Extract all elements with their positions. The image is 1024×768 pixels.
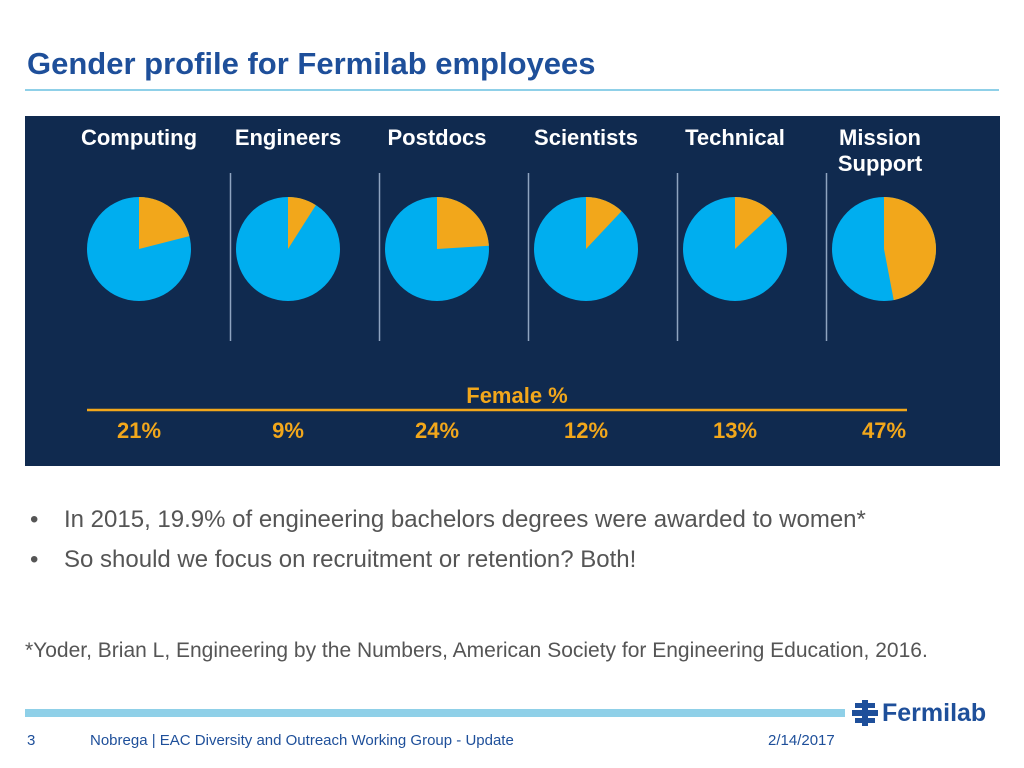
citation: *Yoder, Brian L, Engineering by the Numb… [25, 639, 928, 662]
bullet-text: So should we focus on recruitment or ret… [64, 546, 637, 573]
category-label: Scientists [534, 125, 638, 150]
female-percentage-label: 21% [117, 418, 161, 443]
pie-female-slice [735, 197, 773, 249]
bullet-list: • In 2015, 19.9% of engineering bachelor… [30, 500, 866, 580]
pie-chart: Computing 21% Engineers 9% Postdocs 24% Scient… [81, 125, 937, 443]
footer-date: 2/14/2017 [768, 732, 835, 749]
page-number: 3 [27, 732, 36, 749]
pie-female-slice [586, 197, 622, 249]
category-label: Mission [839, 125, 921, 150]
title-divider [25, 89, 999, 91]
bullet-item: • So should we focus on recruitment or r… [30, 540, 866, 580]
pie-female-slice [437, 197, 489, 249]
female-percentage-label: 12% [564, 418, 608, 443]
footer-bar [25, 709, 845, 717]
female-percentage-label: 13% [713, 418, 757, 443]
female-percentage-label: 24% [415, 418, 459, 443]
pie-female-slice [139, 197, 190, 249]
female-percentage-label: 9% [272, 418, 304, 443]
category-label: Support [838, 151, 923, 176]
axis-title: Female % [466, 383, 568, 408]
bullet-dot: • [30, 506, 39, 533]
fermilab-logo: Fermilab [852, 697, 986, 729]
bullet-dot: • [30, 546, 39, 573]
fermilab-logo-icon [852, 700, 878, 726]
pie-chart-panel: Computing 21% Engineers 9% Postdocs 24% Scient… [25, 116, 1000, 466]
pie-female-slice [884, 197, 937, 301]
slide-title: Gender profile for Fermilab employees [27, 46, 596, 81]
footer-presenter: Nobrega | EAC Diversity and Outreach Wor… [90, 732, 514, 749]
bullet-text: In 2015, 19.9% of engineering bachelors … [64, 506, 866, 533]
bullet-item: • In 2015, 19.9% of engineering bachelor… [30, 500, 866, 540]
category-label: Computing [81, 125, 197, 150]
category-label: Engineers [235, 125, 341, 150]
category-label: Technical [685, 125, 785, 150]
female-percentage-label: 47% [862, 418, 906, 443]
pie-female-slice [288, 197, 316, 249]
category-label: Postdocs [387, 125, 486, 150]
logo-text: Fermilab [882, 698, 987, 727]
